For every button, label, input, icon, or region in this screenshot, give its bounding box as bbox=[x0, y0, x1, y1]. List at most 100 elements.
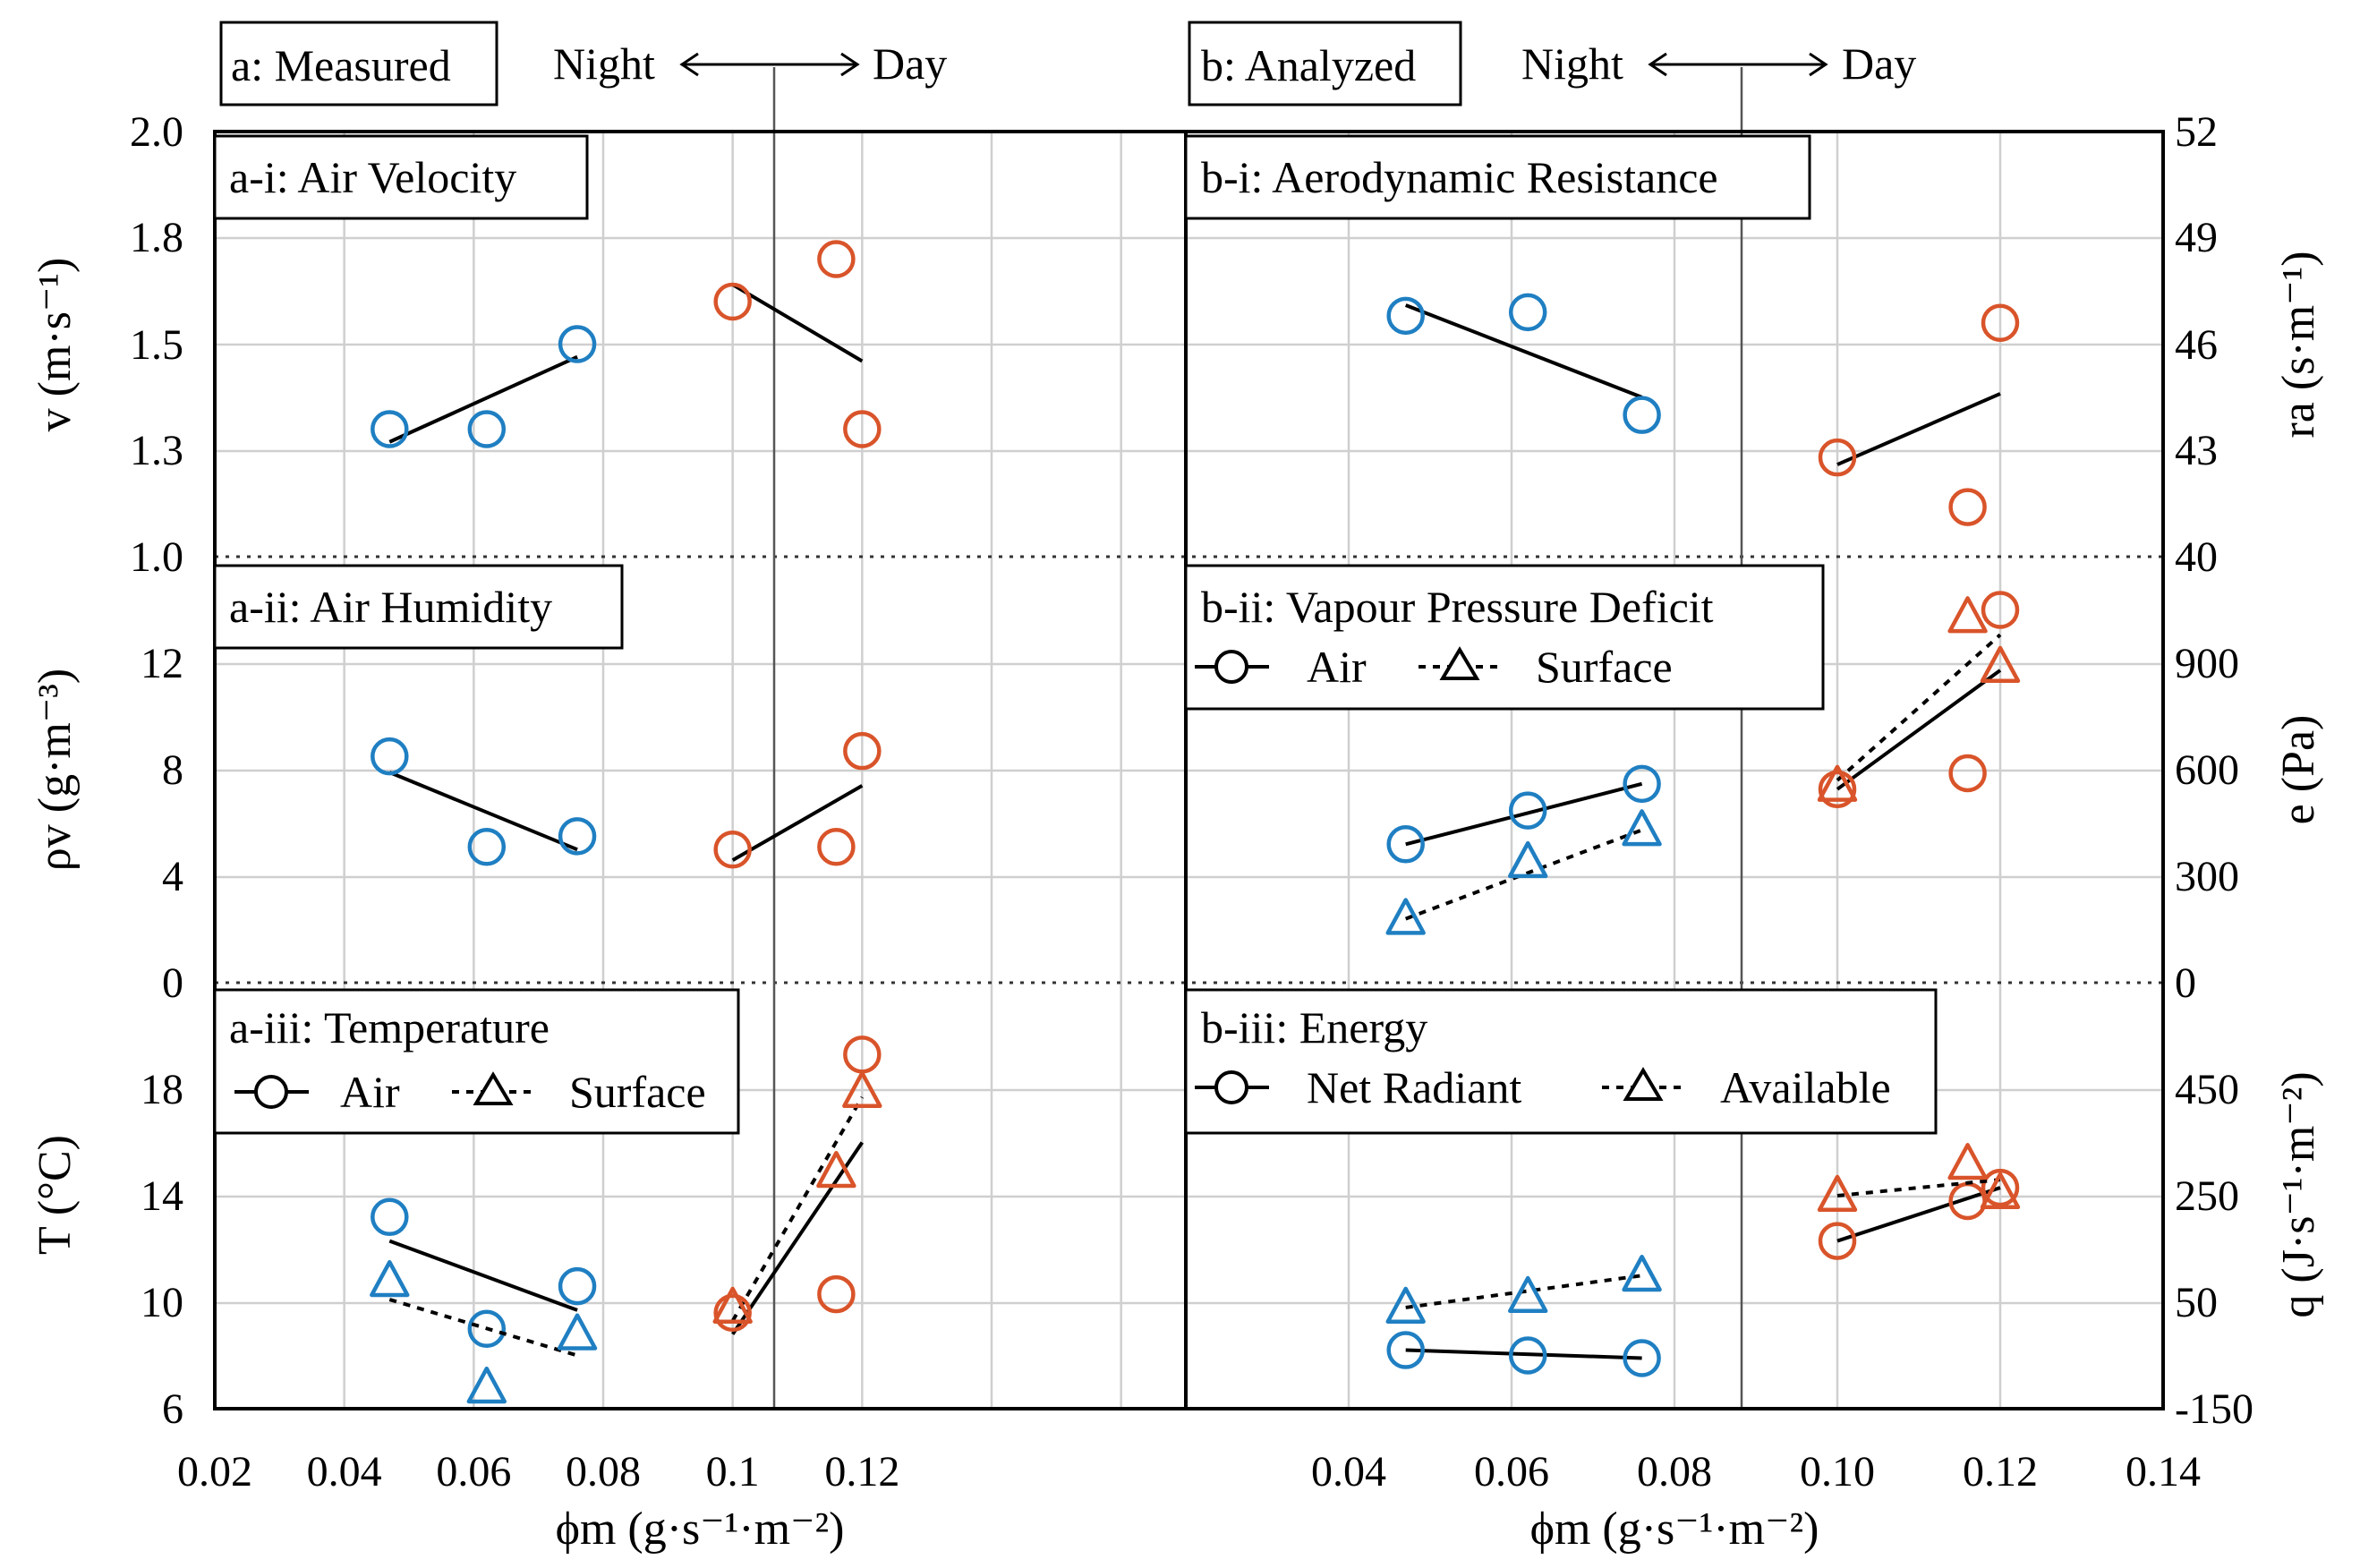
y-tick-label-right: 50 bbox=[2175, 1279, 2218, 1326]
ylabel-q: q (J·s⁻¹·m⁻²) bbox=[2273, 1071, 2324, 1317]
point-b-iii-net-radiant-night bbox=[1508, 1336, 1547, 1375]
y-tick-label-right: 46 bbox=[2175, 321, 2218, 369]
day-night-arrow-right bbox=[1648, 52, 1828, 77]
fit-line-a-i-air-night bbox=[388, 354, 578, 444]
y-tick-label-right: 450 bbox=[2175, 1066, 2239, 1113]
fit-line-a-iii-air-night bbox=[388, 1239, 578, 1312]
point-b-iii-available-night bbox=[1385, 1286, 1426, 1324]
point-a-i-air-night bbox=[371, 410, 409, 448]
y-tick-label-left: 6 bbox=[162, 1385, 183, 1433]
point-a-ii-air-day bbox=[713, 831, 752, 869]
point-a-iii-air-night bbox=[467, 1309, 507, 1348]
point-a-iii-surface-night bbox=[557, 1313, 598, 1351]
x-tick-label: 0.1 bbox=[706, 1448, 760, 1496]
xlabel-right: ϕm (g·s⁻¹·m⁻²) bbox=[1530, 1504, 1819, 1555]
x-tick-label: 0.14 bbox=[2126, 1448, 2201, 1496]
point-b-ii-air-night bbox=[1508, 791, 1547, 830]
point-b-i-air-day bbox=[1818, 438, 1857, 477]
point-a-iii-air-day bbox=[713, 1293, 752, 1333]
y-tick-label-right: 600 bbox=[2175, 746, 2239, 794]
y-tick-label-left: 1.8 bbox=[130, 214, 183, 261]
y-tick-label-right: 52 bbox=[2175, 108, 2218, 156]
point-b-i-air-night bbox=[1386, 296, 1425, 336]
fit-line-a-iii-air-day bbox=[731, 1141, 864, 1335]
panel-b-i-title-box bbox=[1184, 134, 1811, 220]
point-a-iii-air-night bbox=[371, 1197, 409, 1237]
point-b-iii-net-radiant-day bbox=[1981, 1168, 2020, 1207]
left-title: a: Measured bbox=[231, 40, 451, 90]
point-b-iii-available-day bbox=[1817, 1174, 1858, 1212]
y-tick-label-right: 40 bbox=[2175, 533, 2218, 581]
y-tick-label-left: 4 bbox=[162, 853, 183, 900]
y-tick-label-left: 1.0 bbox=[130, 533, 183, 581]
point-a-iii-surface-day bbox=[816, 1150, 856, 1189]
panel-b-iii-title: b-iii: Energy bbox=[1201, 1002, 1427, 1052]
y-tick-label-left: 1.3 bbox=[130, 427, 183, 474]
y-tick-label-right: 0 bbox=[2175, 959, 2196, 1007]
point-b-iii-available-night bbox=[1508, 1275, 1548, 1314]
x-tick-label: 0.12 bbox=[1963, 1448, 2038, 1496]
ylabel-T-text: T (°C) bbox=[30, 1135, 81, 1255]
point-a-ii-air-night bbox=[558, 817, 597, 856]
point-b-iii-available-day bbox=[1980, 1172, 2021, 1210]
fit-line-a-ii-air-night bbox=[388, 771, 578, 852]
legend-b-ii-air: Air bbox=[1307, 642, 1367, 692]
day-label-left: Day bbox=[873, 38, 947, 89]
point-a-iii-surface-night bbox=[370, 1259, 410, 1298]
point-b-ii-surface-night bbox=[1622, 809, 1662, 847]
point-b-i-air-night bbox=[1508, 293, 1547, 332]
legend-a-iii-air: Air bbox=[340, 1067, 400, 1117]
point-b-ii-surface-day bbox=[1947, 596, 1988, 634]
point-a-i-air-night bbox=[558, 325, 597, 363]
panel-a-ii-title-box bbox=[213, 564, 624, 650]
legend-a-iii-surface: Surface bbox=[569, 1067, 706, 1117]
point-a-iii-surface-day bbox=[712, 1286, 753, 1324]
x-tick-label: 0.12 bbox=[824, 1448, 899, 1496]
day-label-right: Day bbox=[1842, 38, 1916, 89]
point-b-ii-air-day bbox=[1981, 591, 2020, 629]
panel-a-iii-title-box bbox=[213, 988, 740, 1135]
day-night-arrow-left bbox=[679, 52, 860, 77]
ylabel-ra-text: ra (s·m⁻¹) bbox=[2273, 251, 2324, 438]
fit-line-b-iii-available-night bbox=[1405, 1274, 1642, 1309]
left-gridlines bbox=[215, 132, 2163, 1409]
panel-a-ii-title: a-ii: Air Humidity bbox=[229, 582, 552, 632]
panel-b-i-title: b-i: Aerodynamic Resistance bbox=[1201, 152, 1718, 202]
point-b-ii-surface-night bbox=[1508, 840, 1548, 879]
night-label-left: Night bbox=[553, 38, 655, 89]
point-b-ii-surface-night bbox=[1385, 898, 1426, 935]
y-tick-label-left: 0 bbox=[162, 959, 183, 1007]
night-label-right: Night bbox=[1521, 38, 1623, 89]
ylabel-T: T (°C) bbox=[30, 1135, 81, 1255]
point-a-i-air-day bbox=[843, 410, 882, 448]
y-tick-label-right: 900 bbox=[2175, 640, 2239, 687]
x-tick-label: 0.04 bbox=[1311, 1448, 1386, 1496]
ylabel-e: e (Pa) bbox=[2273, 715, 2324, 825]
y-tick-label-left: 12 bbox=[141, 640, 183, 687]
point-a-ii-air-day bbox=[843, 731, 882, 771]
legend-b-ii: Air Surface bbox=[1195, 642, 1673, 692]
ylabel-rho-text: ρv (g·m⁻³) bbox=[30, 669, 81, 871]
point-a-iii-surface-day bbox=[842, 1070, 882, 1108]
point-a-iii-surface-night bbox=[466, 1366, 507, 1404]
point-b-ii-air-day bbox=[1818, 770, 1857, 809]
panel-a-i-title-box bbox=[213, 134, 589, 220]
ylabel-e-text: e (Pa) bbox=[2273, 715, 2324, 825]
point-b-i-air-day bbox=[1981, 303, 2020, 342]
fit-line-b-i-air-night bbox=[1404, 303, 1643, 399]
fit-line-a-i-air-day bbox=[731, 283, 864, 363]
ylabel-ra: ra (s·m⁻¹) bbox=[2273, 251, 2324, 438]
x-tick-label: 0.02 bbox=[177, 1448, 252, 1496]
y-tick-label-left: 18 bbox=[141, 1066, 183, 1113]
point-b-iii-net-radiant-night bbox=[1386, 1331, 1425, 1369]
x-tick-label: 0.08 bbox=[566, 1448, 641, 1496]
panel-b-iii-title-box bbox=[1184, 988, 1938, 1135]
y-tick-label-left: 2.0 bbox=[130, 108, 183, 156]
left-title-box bbox=[219, 21, 498, 107]
point-b-iii-available-day bbox=[1947, 1143, 1988, 1180]
point-a-iii-air-day bbox=[817, 1274, 856, 1314]
ylabel-v: v (m·s⁻¹) bbox=[30, 258, 81, 432]
fit-line-b-ii-air-day bbox=[1836, 669, 2002, 791]
legend-b-iii: Net Radiant Available bbox=[1195, 1062, 1891, 1112]
fit-line-a-ii-air-day bbox=[731, 784, 864, 862]
